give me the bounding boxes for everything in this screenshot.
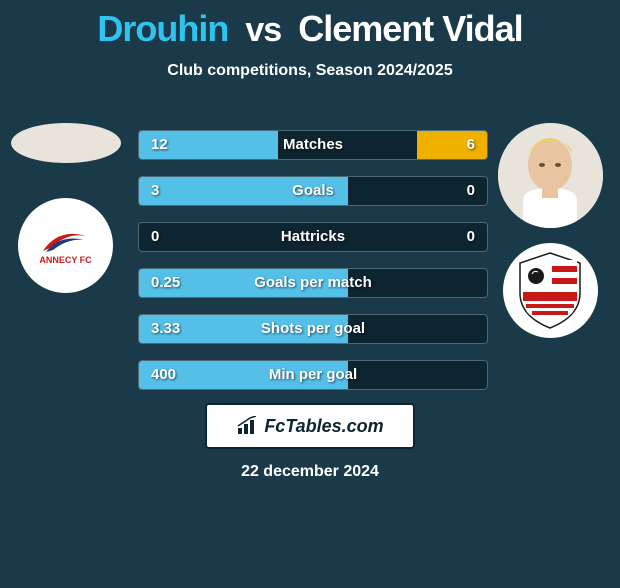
annecy-swoosh-icon [38, 226, 93, 256]
player2-name: Clement Vidal [298, 8, 522, 49]
stat-row: 12Matches6 [138, 130, 488, 160]
player1-avatar [11, 123, 121, 163]
stat-row: 400Min per goal [138, 360, 488, 390]
stat-row: 3Goals0 [138, 176, 488, 206]
stat-row: 0.25Goals per match [138, 268, 488, 298]
comparison-title: Drouhin vs Clement Vidal [0, 8, 620, 50]
comparison-subtitle: Club competitions, Season 2024/2025 [0, 62, 620, 80]
stat-label: Hattricks [139, 223, 487, 251]
stat-label: Matches [139, 131, 487, 159]
stat-row: 3.33Shots per goal [138, 314, 488, 344]
chart-icon [236, 416, 260, 436]
stat-value-right: 6 [467, 131, 475, 159]
stat-label: Min per goal [139, 361, 487, 389]
site-name: FcTables.com [264, 416, 383, 437]
stat-label: Goals per match [139, 269, 487, 297]
stat-value-right: 0 [467, 177, 475, 205]
stats-container: 12Matches63Goals00Hattricks00.25Goals pe… [138, 130, 488, 406]
vs-label: vs [245, 11, 281, 49]
player1-column: ANNECY FC [8, 123, 123, 293]
site-badge: FcTables.com [205, 403, 415, 449]
player2-club-logo [503, 243, 598, 338]
ajaccio-crest-icon [508, 248, 593, 333]
footer-date: 22 december 2024 [0, 463, 620, 481]
stat-label: Shots per goal [139, 315, 487, 343]
player1-club-name: ANNECY FC [39, 256, 91, 265]
player2-avatar [498, 123, 603, 228]
stat-label: Goals [139, 177, 487, 205]
stat-row: 0Hattricks0 [138, 222, 488, 252]
player1-name: Drouhin [97, 8, 228, 49]
stat-value-right: 0 [467, 223, 475, 251]
player2-column [493, 123, 608, 338]
player1-club-logo: ANNECY FC [18, 198, 113, 293]
